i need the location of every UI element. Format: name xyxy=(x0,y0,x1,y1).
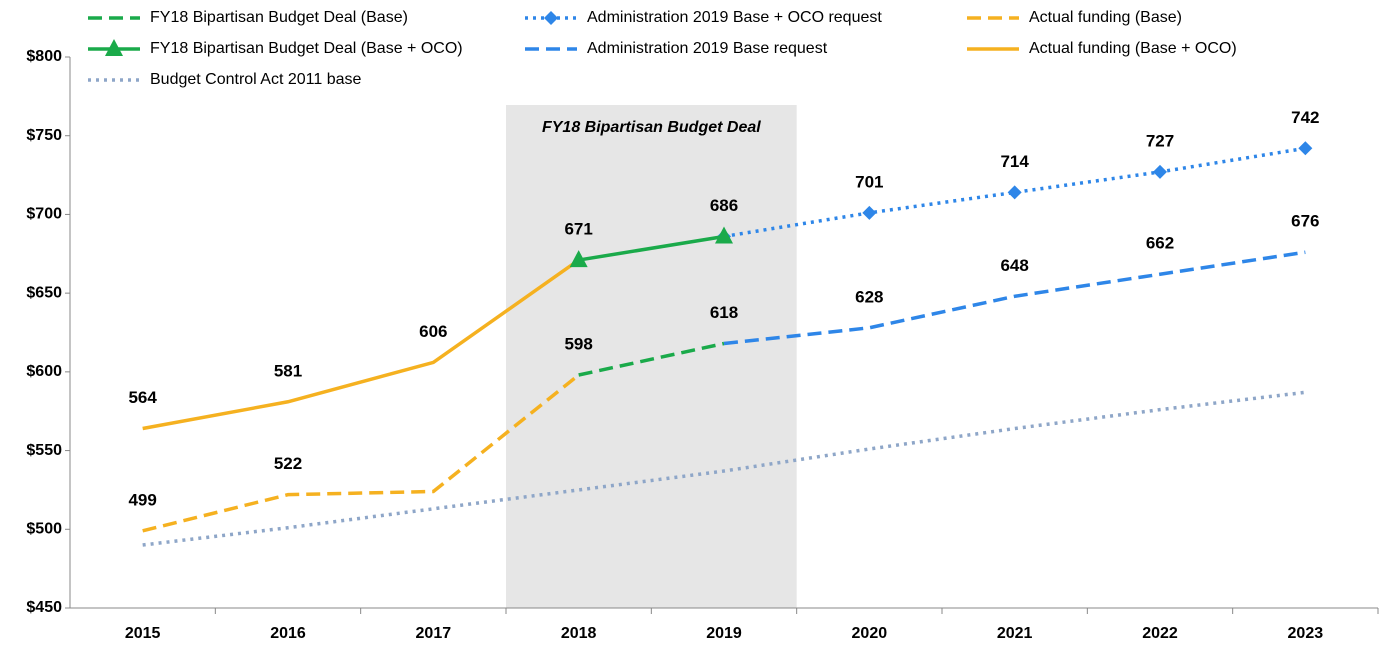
marker-diamond xyxy=(1298,141,1313,156)
value-label: 742 xyxy=(1291,108,1319,127)
legend-label: Actual funding (Base + OCO) xyxy=(1029,40,1237,57)
value-label: 727 xyxy=(1146,131,1174,150)
legend-label: FY18 Bipartisan Budget Deal (Base) xyxy=(150,9,408,26)
value-label: 714 xyxy=(1000,152,1029,171)
series-line xyxy=(723,146,1306,239)
value-label: 701 xyxy=(855,172,883,191)
x-tick-label: 2020 xyxy=(852,625,888,642)
legend-label: FY18 Bipartisan Budget Deal (Base + OCO) xyxy=(150,40,463,57)
marker-diamond xyxy=(1007,185,1022,200)
legend-label: Budget Control Act 2011 base xyxy=(150,71,362,88)
value-label: 522 xyxy=(274,454,302,473)
legend-marker xyxy=(105,39,123,56)
x-tick-label: 2015 xyxy=(125,625,161,642)
y-tick-label: $600 xyxy=(26,363,62,380)
x-tick-label: 2017 xyxy=(416,625,452,642)
x-tick-label: 2019 xyxy=(706,625,742,642)
value-label: 662 xyxy=(1146,234,1174,253)
legend-label: Administration 2019 Base request xyxy=(587,40,828,57)
value-label: 648 xyxy=(1000,256,1028,275)
value-label: 564 xyxy=(128,388,157,407)
value-label: 671 xyxy=(564,220,592,239)
marker-diamond xyxy=(862,205,877,220)
annotation-text: FY18 Bipartisan Budget Deal xyxy=(542,119,761,136)
legend-label: Actual funding (Base) xyxy=(1029,9,1182,26)
y-tick-label: $500 xyxy=(26,521,62,538)
y-tick-label: $750 xyxy=(26,127,62,144)
legend-label: Administration 2019 Base + OCO request xyxy=(587,9,882,26)
x-tick-label: 2023 xyxy=(1288,625,1324,642)
marker-triangle xyxy=(569,250,588,268)
value-label: 581 xyxy=(274,361,302,380)
y-tick-label: $550 xyxy=(26,442,62,459)
x-tick-label: 2021 xyxy=(997,625,1033,642)
y-tick-label: $450 xyxy=(26,599,62,616)
series-line xyxy=(578,234,725,262)
annotation-region xyxy=(506,105,797,608)
marker-diamond xyxy=(1153,164,1167,179)
value-label: 606 xyxy=(419,322,447,341)
x-tick-label: 2016 xyxy=(270,625,306,642)
value-label: 628 xyxy=(855,287,883,306)
x-tick-label: 2018 xyxy=(561,625,597,642)
series-line xyxy=(142,390,1306,547)
legend-marker xyxy=(544,11,558,25)
value-label: 676 xyxy=(1291,212,1319,231)
value-label: 686 xyxy=(710,196,738,215)
y-tick-label: $650 xyxy=(26,284,62,301)
y-tick-label: $700 xyxy=(26,206,62,223)
x-tick-label: 2022 xyxy=(1142,625,1178,642)
series-line xyxy=(578,341,725,377)
y-tick-label: $800 xyxy=(26,48,62,65)
value-label: 618 xyxy=(710,303,738,322)
marker-triangle xyxy=(715,226,733,244)
series-line xyxy=(142,258,580,431)
series-line xyxy=(723,250,1306,346)
value-label: 499 xyxy=(128,490,156,509)
value-label: 598 xyxy=(564,334,592,353)
series-line xyxy=(142,373,580,533)
